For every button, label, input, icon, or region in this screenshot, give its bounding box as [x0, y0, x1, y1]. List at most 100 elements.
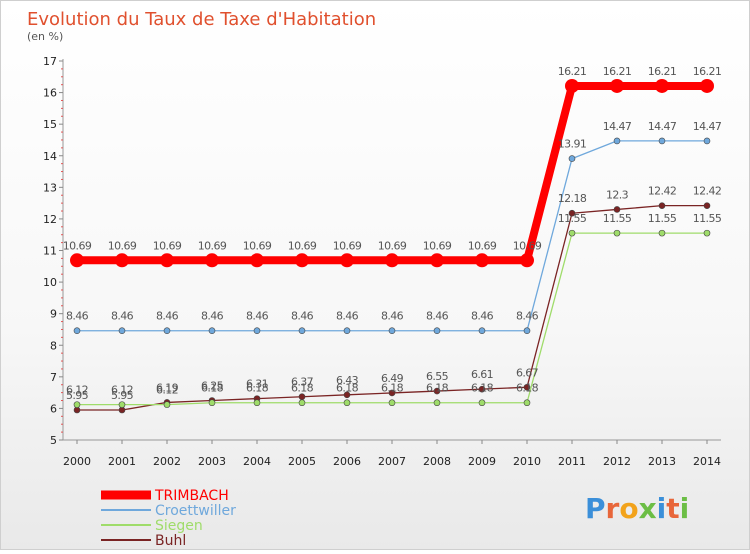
data-label-trimbach: 10.69 — [423, 239, 452, 252]
data-label-croettwiller: 8.46 — [246, 310, 269, 323]
data-label-buhl: 12.18 — [558, 192, 587, 205]
data-point-buhl — [343, 391, 351, 399]
data-point-trimbach — [70, 253, 84, 268]
data-point-trimbach — [565, 78, 579, 93]
data-label-trimbach: 10.69 — [378, 239, 407, 252]
data-point-siegen — [703, 229, 711, 237]
data-label-buhl: 6.25 — [201, 380, 224, 393]
x-tick-label: 2010 — [513, 455, 541, 468]
data-point-siegen — [253, 399, 261, 407]
y-tick-label: 10 — [43, 276, 57, 289]
series-layer — [70, 78, 714, 414]
data-label-siegen: 6.18 — [516, 382, 539, 395]
data-point-buhl — [478, 385, 486, 393]
data-point-croettwiller — [478, 327, 486, 335]
data-label-croettwiller: 8.46 — [471, 310, 494, 323]
x-tick-label: 2004 — [243, 455, 271, 468]
data-point-trimbach — [610, 78, 624, 93]
data-label-buhl: 12.42 — [648, 185, 677, 198]
data-point-buhl — [388, 389, 396, 397]
data-label-buhl: 6.55 — [426, 370, 449, 383]
data-point-buhl — [433, 387, 441, 395]
x-tick-label: 2008 — [423, 455, 451, 468]
data-label-siegen: 11.55 — [603, 212, 632, 225]
y-tick-label: 17 — [43, 55, 57, 68]
data-label-buhl: 6.19 — [156, 381, 179, 394]
data-point-croettwiller — [388, 327, 396, 335]
data-point-croettwiller — [613, 137, 621, 145]
data-point-siegen — [298, 399, 306, 407]
data-labels: 10.69 10.69 10.69 10.69 10.69 10.69 10.69 10.69… — [63, 65, 723, 402]
data-point-croettwiller — [253, 327, 261, 335]
data-point-trimbach — [340, 253, 354, 268]
data-label-croettwiller: 8.46 — [291, 310, 314, 323]
y-tick-label: 14 — [43, 150, 57, 163]
data-label-buhl: 6.67 — [516, 366, 539, 379]
data-point-trimbach — [655, 78, 669, 93]
data-label-siegen: 6.18 — [291, 382, 314, 395]
data-label-trimbach: 10.69 — [288, 239, 317, 252]
data-label-siegen: 6.18 — [426, 382, 449, 395]
data-label-siegen: 6.12 — [66, 384, 88, 397]
data-point-trimbach — [115, 253, 129, 268]
data-point-croettwiller — [658, 137, 666, 145]
data-label-croettwiller: 8.46 — [426, 310, 449, 323]
data-label-croettwiller: 14.47 — [603, 120, 632, 133]
y-tick-label: 6 — [50, 402, 57, 415]
proxiti-logo: Proxiti — [585, 492, 689, 525]
data-point-siegen — [388, 399, 396, 407]
data-point-croettwiller — [163, 327, 171, 335]
data-point-trimbach — [385, 253, 399, 268]
legend-label-croettwiller: Croettwiller — [155, 503, 236, 519]
data-label-siegen: 6.18 — [336, 382, 359, 395]
y-tick-label: 5 — [50, 434, 57, 447]
data-label-buhl: 12.42 — [693, 185, 722, 198]
data-point-buhl — [568, 209, 576, 217]
data-label-siegen: 6.18 — [246, 382, 269, 395]
y-tick-label: 16 — [43, 87, 57, 100]
data-point-siegen — [163, 401, 171, 408]
data-point-trimbach — [295, 253, 309, 268]
series-line-trimbach — [73, 81, 711, 265]
data-point-croettwiller — [298, 327, 306, 335]
data-label-trimbach: 10.69 — [63, 239, 92, 252]
data-point-trimbach — [700, 78, 714, 93]
data-point-siegen — [118, 401, 126, 408]
data-label-siegen: 6.12 — [111, 384, 133, 397]
data-point-buhl — [523, 383, 531, 391]
data-label-croettwiller: 8.46 — [111, 310, 134, 323]
data-point-croettwiller — [568, 155, 576, 162]
data-label-siegen: 11.55 — [693, 212, 722, 225]
data-label-siegen: 6.12 — [156, 384, 178, 397]
data-point-croettwiller — [703, 137, 711, 145]
x-tick-label: 2013 — [648, 455, 676, 468]
data-label-croettwiller: 13.91 — [558, 138, 587, 151]
data-label-trimbach: 16.21 — [603, 65, 632, 78]
x-tick-label: 2009 — [468, 455, 496, 468]
data-label-trimbach: 10.69 — [513, 239, 542, 252]
data-label-croettwiller: 8.46 — [156, 310, 179, 323]
data-label-buhl: 5.95 — [66, 389, 89, 402]
data-point-trimbach — [520, 253, 534, 268]
data-point-siegen — [208, 399, 216, 407]
data-label-trimbach: 10.69 — [198, 239, 227, 252]
data-label-siegen: 11.55 — [558, 212, 587, 225]
y-tick-label: 9 — [50, 308, 57, 321]
data-label-buhl: 6.43 — [336, 374, 359, 387]
data-point-croettwiller — [523, 327, 531, 335]
data-label-croettwiller: 8.46 — [516, 310, 539, 323]
data-label-trimbach: 10.69 — [108, 239, 137, 252]
data-point-siegen — [478, 399, 486, 407]
x-tick-label: 2012 — [603, 455, 631, 468]
data-label-croettwiller: 14.47 — [648, 120, 677, 133]
x-tick-label: 2003 — [198, 455, 226, 468]
data-point-croettwiller — [118, 327, 126, 335]
data-point-siegen — [658, 229, 666, 237]
data-label-croettwiller: 14.47 — [693, 120, 722, 133]
x-tick-label: 2000 — [63, 455, 91, 468]
x-tick-label: 2002 — [153, 455, 181, 468]
x-tick-label: 2007 — [378, 455, 406, 468]
data-point-trimbach — [250, 253, 264, 268]
